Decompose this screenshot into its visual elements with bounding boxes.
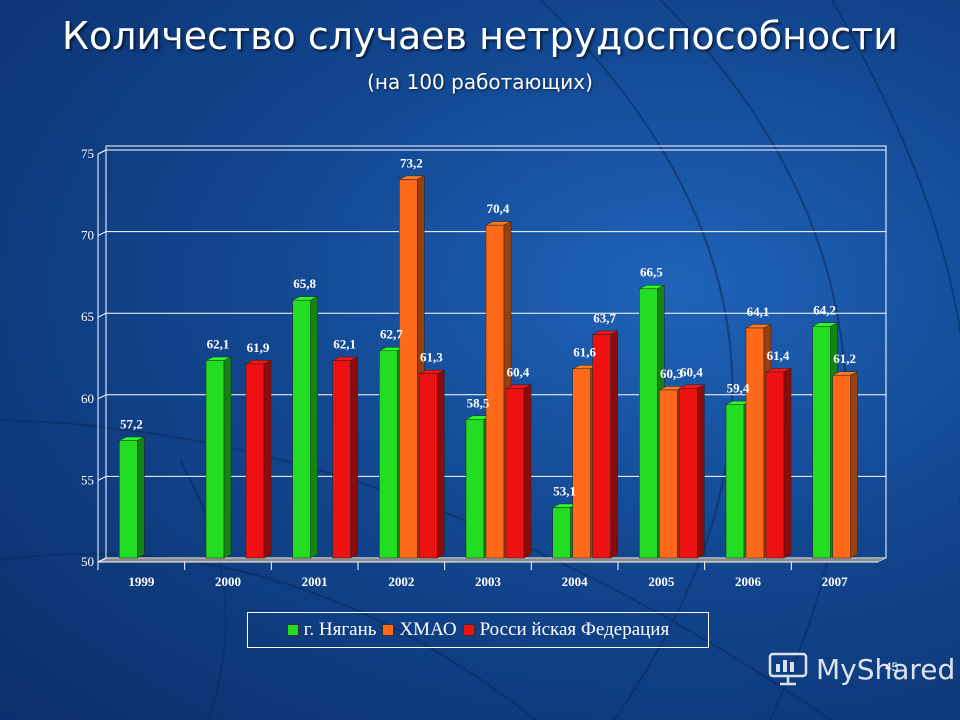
y-tick (97, 557, 107, 563)
bar (485, 224, 505, 559)
y-tick-label: 70 (81, 228, 94, 243)
data-label: 60,3 (660, 366, 683, 381)
data-label: 57,2 (120, 416, 143, 431)
data-label: 65,8 (293, 276, 316, 291)
data-label: 64,1 (747, 304, 770, 319)
data-label: 61,2 (833, 351, 856, 366)
slide-subtitle: (на 100 работающих) (367, 70, 593, 94)
presentation-icon (768, 652, 808, 686)
x-tick-label: 2007 (822, 574, 849, 589)
data-label: 73,2 (400, 155, 423, 170)
data-label: 61,6 (573, 345, 596, 360)
y-tick (97, 231, 107, 237)
data-label: 64,2 (813, 302, 836, 317)
slide-title: Количество случаев нетрудоспособности (62, 14, 898, 58)
bar (465, 419, 485, 559)
x-tick-label: 2004 (562, 574, 589, 589)
bar-side (610, 330, 618, 559)
bar (292, 299, 311, 559)
bar-side (437, 369, 445, 559)
x-tick-label: 1999 (128, 574, 155, 589)
x-tick-label: 2000 (215, 574, 241, 589)
data-label: 62,1 (207, 337, 230, 352)
bar (725, 404, 745, 559)
bar (205, 360, 225, 559)
data-label: 61,9 (247, 340, 270, 355)
chart-floor (97, 557, 887, 563)
legend-item-rf: Росси йская Федерация (462, 619, 670, 641)
bar (419, 373, 438, 559)
y-tick-label: 55 (81, 472, 94, 487)
data-label: 66,5 (640, 265, 663, 280)
y-tick-label: 60 (81, 391, 94, 406)
bar-side (223, 356, 232, 559)
legend-swatch-hmao (382, 624, 395, 636)
bar (659, 389, 678, 559)
data-label: 63,7 (593, 310, 616, 325)
legend-swatch-rf (462, 624, 475, 636)
data-labels: 57,2 62,1 65,8 62,7 58,5 53,1 66,5 59,4 64,2 73,2… (120, 155, 856, 498)
y-tick-label: 75 (81, 146, 94, 161)
data-label: 53,1 (553, 483, 576, 498)
data-label: 61,4 (767, 348, 790, 363)
floor-plane (97, 557, 887, 563)
bar-side (310, 296, 318, 559)
bar (572, 368, 591, 559)
x-tick-label: 2001 (302, 574, 328, 589)
data-label: 58,5 (467, 395, 490, 410)
legend-label-nyagan: г. Нягань (303, 619, 377, 640)
x-tick-label: 2003 (475, 574, 502, 589)
page-number: 45 (885, 660, 899, 674)
legend-swatch-nyagan (286, 624, 299, 636)
data-label: 61,3 (420, 350, 443, 365)
x-tick-label: 2006 (735, 574, 762, 589)
bar-side (783, 368, 792, 559)
watermark: MyShared (768, 652, 955, 686)
bars (119, 175, 858, 559)
bar-side (850, 371, 858, 559)
chart-legend: г. Нягань ХМАО Росси йская Федерация (247, 612, 709, 648)
data-label: 60,4 (680, 364, 703, 379)
data-label: 59,4 (727, 381, 750, 396)
x-tick-label: 2005 (648, 574, 675, 589)
bar (332, 360, 351, 559)
watermark-text: MyShared (816, 652, 956, 686)
bar (399, 179, 418, 559)
data-label: 62,7 (380, 327, 403, 342)
data-label: 70,4 (487, 201, 510, 216)
bar (245, 363, 265, 559)
x-tick-label: 2002 (388, 574, 414, 589)
y-tick (97, 475, 107, 481)
bar (592, 334, 611, 559)
bar-side (523, 384, 532, 559)
legend-label-rf: Росси йская Федерация (479, 619, 670, 640)
y-tick-label: 50 (81, 554, 94, 569)
legend-label-hmao: ХМАО (399, 619, 457, 640)
bar (745, 327, 765, 559)
bar (505, 388, 525, 559)
legend-item-hmao: ХМАО (382, 619, 457, 641)
bar (832, 374, 851, 559)
y-tick (97, 394, 107, 400)
data-label: 60,4 (507, 364, 530, 379)
y-tick (97, 312, 107, 318)
y-tick-label: 65 (81, 309, 94, 324)
bar-side (137, 436, 145, 559)
bar (639, 288, 658, 559)
legend-item-nyagan: г. Нягань (286, 619, 377, 641)
bar-side (350, 356, 358, 559)
bar-side (697, 384, 705, 559)
bar-side (263, 359, 272, 559)
y-tick (97, 149, 107, 155)
axes: 50 55 60 65 70 75 1999 2000 2001 2002 2003 2004 2005… (81, 146, 878, 589)
bar (552, 507, 571, 559)
bar (679, 388, 698, 559)
bar (379, 350, 398, 559)
bar (765, 371, 785, 559)
bar (812, 326, 831, 559)
bar (119, 440, 138, 559)
data-label: 62,1 (333, 337, 356, 352)
